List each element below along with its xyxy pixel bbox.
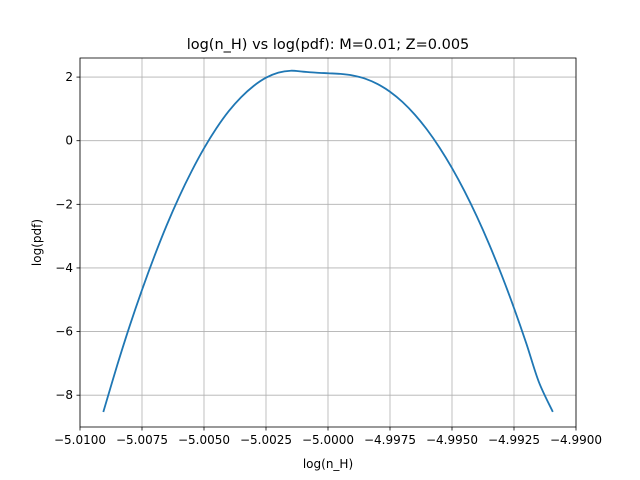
x-tick-label: −4.9950 (426, 433, 478, 447)
x-tick-label: −5.0050 (178, 433, 230, 447)
y-tick-label: 0 (65, 134, 73, 148)
x-tick-label: −4.9975 (364, 433, 416, 447)
x-axis: −5.0100 −5.0075 −5.0050 −5.0025 −5.0000 −4.99… (54, 427, 602, 447)
series-layer (102, 69, 554, 413)
chart-title: log(n_H) vs log(pdf): M=0.01; Z=0.005 (187, 37, 470, 53)
x-tick-label: −4.9900 (550, 433, 602, 447)
x-tick-label: −5.0075 (116, 433, 168, 447)
x-tick-label: −4.9925 (488, 433, 540, 447)
x-tick-label: −5.0100 (54, 433, 106, 447)
y-tick-label: 2 (65, 70, 73, 84)
grid (79, 58, 577, 427)
series-line (102, 69, 554, 413)
y-axis-label: log(pdf) (30, 219, 44, 266)
y-tick-label: −8 (55, 388, 73, 402)
x-tick-label: −5.0000 (302, 433, 354, 447)
y-axis: −8 −6 −4 −2 0 2 (55, 70, 80, 402)
y-tick-label: −2 (55, 197, 73, 211)
x-axis-label: log(n_H) (303, 457, 353, 471)
y-tick-label: −4 (55, 261, 73, 275)
y-tick-label: −6 (55, 325, 73, 339)
x-tick-label: −5.0025 (240, 433, 292, 447)
